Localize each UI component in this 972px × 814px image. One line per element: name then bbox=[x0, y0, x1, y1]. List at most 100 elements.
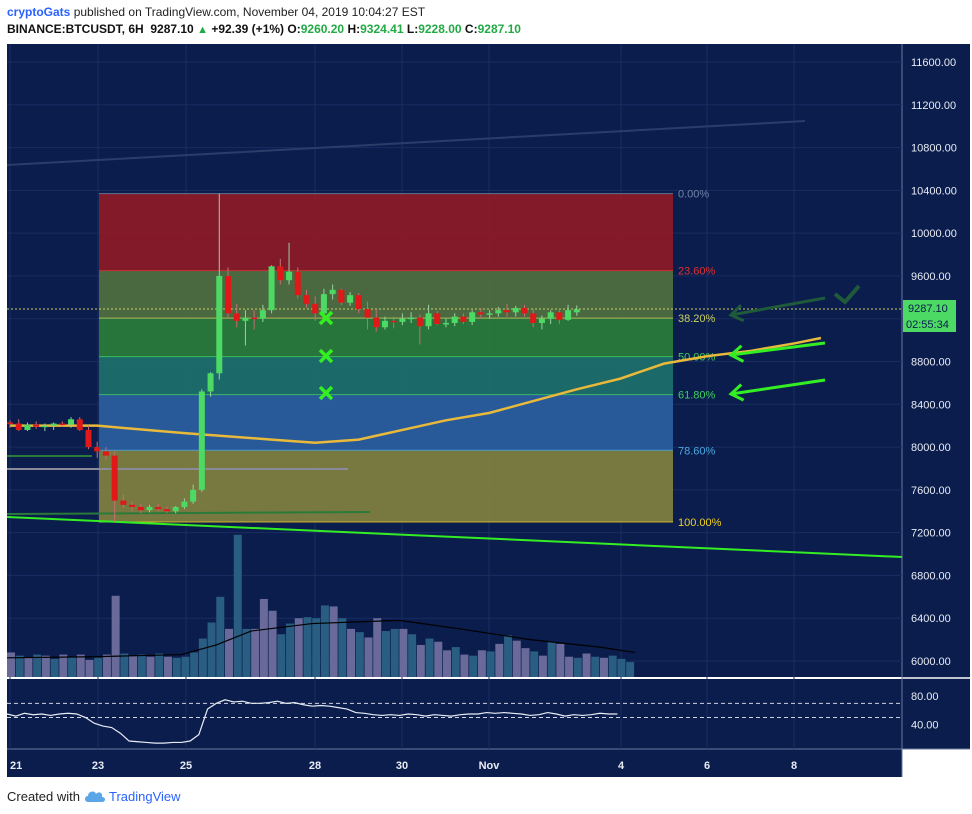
countdown-tag bbox=[903, 316, 956, 332]
candle-body bbox=[512, 308, 519, 313]
rsi-line bbox=[6, 699, 618, 744]
x-mark-stroke bbox=[318, 385, 334, 401]
last-price-tag bbox=[903, 300, 956, 316]
candle-body bbox=[129, 504, 136, 507]
time-axis[interactable]: 21 23 25 28 30 Nov 4 6 8 bbox=[10, 760, 797, 772]
candle-body bbox=[530, 313, 537, 323]
arrow-618 bbox=[728, 378, 826, 402]
candle-body bbox=[76, 419, 83, 430]
volume-bar bbox=[68, 656, 77, 677]
tradingview-cloud-icon bbox=[84, 789, 106, 806]
high-value: 9324.41 bbox=[360, 22, 404, 36]
candle-body bbox=[207, 373, 214, 392]
arrow-shaft bbox=[730, 378, 826, 396]
volume-bar bbox=[399, 628, 408, 677]
candle-body bbox=[120, 500, 127, 505]
resistance-trendline bbox=[6, 120, 806, 166]
rsi-tick-label: 80.00 bbox=[911, 691, 939, 703]
price-tick-label: 6800.00 bbox=[911, 570, 951, 582]
candle-body bbox=[486, 313, 493, 315]
ma-line bbox=[10, 336, 822, 445]
volume-bar bbox=[15, 655, 24, 677]
annotations[interactable] bbox=[318, 284, 861, 402]
volume-bar bbox=[556, 643, 565, 677]
fib-retracement[interactable]: 0.00%23.60%38.20%50.00%61.80%78.60%100.0… bbox=[99, 189, 722, 529]
volume-bars bbox=[6, 534, 635, 677]
candle-body bbox=[50, 423, 57, 426]
volume-bar bbox=[163, 656, 172, 677]
volume-bar bbox=[425, 638, 434, 677]
volume-bar bbox=[373, 618, 382, 677]
trend-lines[interactable] bbox=[6, 120, 903, 558]
rsi-pane-background bbox=[7, 679, 902, 749]
volume-bar bbox=[94, 657, 103, 677]
candle-body bbox=[277, 266, 284, 281]
volume-bar bbox=[259, 598, 268, 677]
price-tick-label: 7600.00 bbox=[911, 485, 951, 497]
volume-bar bbox=[242, 628, 251, 677]
volume-bar bbox=[172, 657, 181, 677]
volume-bar bbox=[495, 643, 504, 677]
publish-line: cryptoGats published on TradingView.com,… bbox=[7, 5, 425, 19]
volume-bar bbox=[547, 641, 556, 677]
candle-body bbox=[451, 316, 458, 323]
candle-body bbox=[469, 312, 476, 322]
candle-body bbox=[94, 447, 101, 452]
volume-bar bbox=[111, 595, 120, 677]
fib-zone bbox=[99, 193, 673, 271]
volume-bar bbox=[24, 657, 33, 677]
volume-bar bbox=[608, 655, 617, 677]
volume-bar bbox=[294, 618, 303, 677]
candle-body bbox=[338, 289, 345, 303]
time-tick-label: Nov bbox=[479, 760, 501, 772]
candle-body bbox=[547, 312, 554, 319]
volume-bar bbox=[486, 651, 495, 677]
candle-body bbox=[190, 489, 197, 502]
low-label: L: bbox=[406, 22, 419, 36]
volume-bar bbox=[329, 606, 338, 677]
ohlc-line: BINANCE:BTCUSDT, 6H 9287.10 ▲ +92.39 (+1… bbox=[7, 22, 521, 36]
arrow-head bbox=[728, 344, 745, 363]
time-tick-label: 4 bbox=[618, 760, 625, 772]
candle-body bbox=[146, 506, 153, 511]
volume-bar bbox=[76, 654, 85, 677]
volume-bar bbox=[207, 622, 216, 677]
volume-bar bbox=[233, 534, 242, 677]
volume-bar bbox=[408, 634, 417, 677]
candle-body bbox=[355, 295, 362, 310]
volume-bar bbox=[85, 659, 94, 677]
volume-bar bbox=[102, 654, 111, 677]
candle-body bbox=[198, 391, 205, 490]
author-name[interactable]: cryptoGats bbox=[7, 5, 71, 19]
volume-bar bbox=[338, 618, 347, 677]
candle-body bbox=[312, 303, 319, 314]
candle-body bbox=[7, 422, 13, 424]
candle-body bbox=[460, 316, 467, 322]
candle-body bbox=[41, 425, 48, 428]
price-axis[interactable]: 11600.00 11200.00 10800.00 10400.00 10000.00… bbox=[911, 57, 957, 668]
volume-bar bbox=[381, 631, 390, 677]
volume-bar bbox=[538, 655, 547, 677]
candle-body bbox=[163, 509, 170, 512]
volume-bar bbox=[565, 656, 574, 677]
candle-body bbox=[286, 271, 293, 281]
candle-body bbox=[373, 317, 380, 328]
candle-body bbox=[521, 308, 528, 314]
volume-bar bbox=[521, 648, 530, 677]
open-value: 9260.20 bbox=[300, 22, 345, 36]
support-trendline bbox=[6, 516, 903, 558]
fib-level-label: 38.20% bbox=[678, 313, 716, 325]
fib-level-label: 23.60% bbox=[678, 266, 716, 278]
published-text: published on TradingView.com, November 0… bbox=[73, 5, 426, 19]
price-tick-label: 11600.00 bbox=[911, 57, 956, 69]
volume-bar bbox=[390, 628, 399, 677]
price-tick-label: 8400.00 bbox=[911, 399, 951, 411]
tradingview-brand[interactable]: TradingView bbox=[108, 789, 181, 804]
fib-zone bbox=[99, 356, 673, 395]
candle-body bbox=[233, 313, 240, 321]
price-tag: 9287.10 02:55:34 bbox=[903, 300, 956, 332]
volume-bar bbox=[33, 654, 42, 677]
time-tick-label: 25 bbox=[180, 760, 192, 772]
price-tick-label: 6400.00 bbox=[911, 613, 951, 625]
